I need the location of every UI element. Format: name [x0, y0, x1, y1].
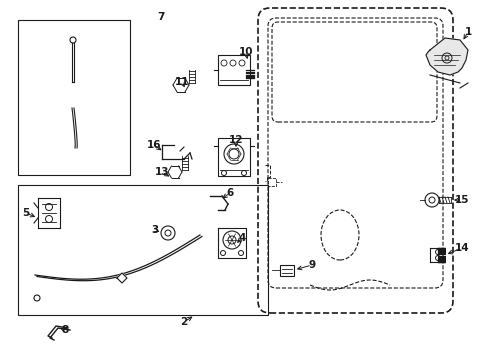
- Text: 11: 11: [174, 77, 189, 87]
- Text: 1: 1: [464, 27, 470, 37]
- Text: 6: 6: [226, 188, 233, 198]
- Text: 3: 3: [151, 225, 158, 235]
- Text: 7: 7: [157, 12, 164, 22]
- Polygon shape: [425, 38, 467, 75]
- Text: 5: 5: [22, 208, 30, 218]
- Text: 15: 15: [454, 195, 468, 205]
- Bar: [218, 138, 249, 176]
- Bar: [280, 265, 293, 276]
- Text: 2: 2: [180, 317, 187, 327]
- Text: 4: 4: [238, 233, 245, 243]
- Text: 13: 13: [154, 167, 169, 177]
- Bar: [18, 185, 267, 315]
- Text: 9: 9: [308, 260, 315, 270]
- Text: 14: 14: [454, 243, 468, 253]
- Text: 8: 8: [61, 325, 68, 335]
- Text: 16: 16: [146, 140, 161, 150]
- Bar: [218, 55, 249, 85]
- Bar: [18, 20, 130, 175]
- Text: 12: 12: [228, 135, 243, 145]
- Polygon shape: [117, 273, 127, 283]
- Text: 10: 10: [238, 47, 253, 57]
